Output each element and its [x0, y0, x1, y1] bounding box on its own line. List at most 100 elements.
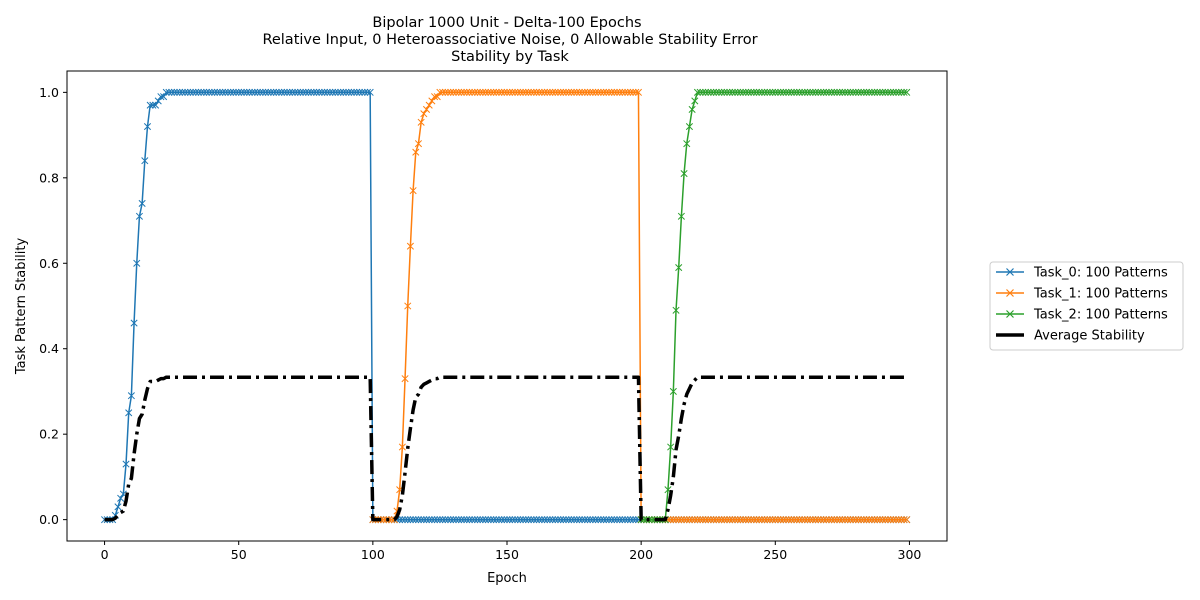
data-point-marker	[728, 516, 736, 524]
data-point-marker	[460, 88, 468, 96]
data-point-marker	[546, 516, 554, 524]
data-point-marker	[514, 516, 522, 524]
data-point-marker	[406, 516, 414, 524]
data-point-marker	[742, 516, 750, 524]
data-point-marker	[846, 88, 854, 96]
data-point-marker	[573, 516, 581, 524]
data-point-marker	[828, 88, 836, 96]
data-point-marker	[388, 516, 396, 524]
x-tick-label: 50	[231, 547, 247, 562]
data-point-marker	[632, 516, 640, 524]
data-point-marker	[600, 516, 608, 524]
data-point-marker	[583, 516, 592, 524]
data-point-marker	[197, 88, 205, 96]
data-point-marker	[691, 97, 699, 105]
y-tick-label: 0.0	[39, 512, 59, 527]
data-point-marker	[433, 516, 441, 524]
data-point-marker	[718, 516, 726, 524]
y-tick-label: 1.0	[39, 85, 59, 100]
data-point-marker	[219, 88, 227, 96]
data-point-marker	[667, 516, 675, 524]
data-point-marker	[342, 88, 350, 96]
data-point-marker	[366, 88, 374, 96]
data-point-marker	[535, 516, 543, 524]
data-point-marker	[685, 516, 693, 524]
x-tick-label: 300	[898, 547, 922, 562]
data-point-marker	[181, 88, 189, 96]
data-point-marker	[401, 516, 409, 524]
data-point-marker	[380, 516, 388, 524]
data-point-marker	[495, 516, 503, 524]
data-point-marker	[594, 516, 602, 524]
x-axis-ticks: 0 50 100 150 200 250 300	[101, 541, 922, 562]
data-point-marker	[720, 516, 728, 524]
data-point-marker	[264, 88, 272, 96]
data-point-marker	[476, 516, 484, 524]
y-tick-label: 0.8	[39, 170, 59, 185]
data-point-marker	[516, 88, 524, 96]
data-point-marker	[449, 88, 457, 96]
data-point-marker	[291, 88, 299, 96]
data-point-marker	[484, 88, 492, 96]
data-point-marker	[436, 88, 444, 96]
data-point-marker	[752, 88, 761, 96]
data-point-marker	[624, 516, 632, 524]
data-point-marker	[895, 88, 903, 96]
data-point-marker	[146, 101, 154, 109]
data-point-marker	[801, 516, 809, 524]
legend-entry: Task_2: 100 Patterns	[996, 308, 1168, 323]
data-point-marker	[782, 516, 790, 524]
data-point-marker	[608, 88, 616, 96]
data-point-marker	[779, 88, 787, 96]
data-point-marker	[232, 88, 240, 96]
data-point-marker	[860, 516, 868, 524]
data-point-marker	[857, 88, 865, 96]
data-point-marker	[811, 88, 820, 96]
data-point-marker	[747, 516, 755, 524]
data-point-marker	[447, 516, 455, 524]
data-point-marker	[892, 516, 900, 524]
data-point-marker	[712, 88, 720, 96]
data-point-marker	[229, 88, 237, 96]
data-point-marker	[793, 516, 801, 524]
data-point-marker	[586, 516, 594, 524]
data-point-marker	[567, 516, 575, 524]
data-point-marker	[884, 516, 892, 524]
data-point-marker	[444, 516, 452, 524]
data-point-marker	[876, 516, 884, 524]
data-point-marker	[736, 88, 744, 96]
data-point-marker	[516, 516, 524, 524]
legend-entry: Task_1: 100 Patterns	[996, 287, 1168, 302]
data-point-marker	[889, 516, 897, 524]
data-point-marker	[696, 516, 704, 524]
data-point-marker	[707, 88, 715, 96]
data-point-marker	[361, 88, 369, 96]
data-point-marker	[820, 516, 828, 524]
data-point-marker	[353, 88, 361, 96]
y-tick-label: 0.6	[39, 256, 59, 271]
data-point-marker	[581, 516, 589, 524]
data-point-marker	[621, 88, 629, 96]
data-point-marker	[849, 516, 857, 524]
data-point-marker	[758, 516, 766, 524]
data-point-marker	[683, 140, 691, 148]
data-point-marker	[578, 516, 586, 524]
data-point-marker	[803, 516, 812, 524]
data-point-marker	[589, 88, 597, 96]
data-point-marker	[677, 516, 685, 524]
data-point-marker	[691, 516, 699, 524]
data-point-marker	[849, 88, 857, 96]
data-point-marker	[117, 494, 125, 502]
data-point-marker	[744, 88, 753, 96]
data-point-marker	[795, 516, 803, 524]
data-point-marker	[165, 88, 173, 96]
data-point-marker	[570, 516, 578, 524]
data-point-marker	[613, 516, 621, 524]
data-point-marker	[283, 88, 291, 96]
data-point-marker	[253, 88, 262, 96]
data-point-marker	[597, 516, 605, 524]
data-point-marker	[235, 88, 243, 96]
data-point-marker	[511, 516, 519, 524]
data-point-marker	[704, 516, 712, 524]
data-point-marker	[887, 516, 895, 524]
